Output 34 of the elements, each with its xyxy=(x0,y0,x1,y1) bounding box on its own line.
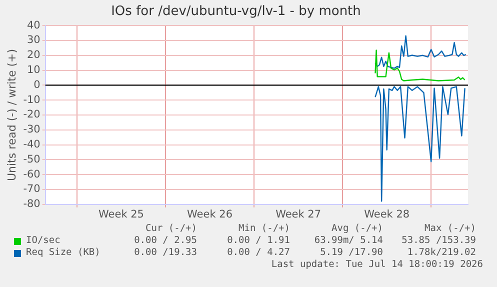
chart-title: IOs for /dev/ubuntu-vg/lv-1 - by month xyxy=(111,4,361,20)
y-tick-label: 20 xyxy=(26,49,40,62)
text: 0.00 / 4.27 xyxy=(227,247,290,258)
x-tick-label: Week 28 xyxy=(364,208,410,220)
y-tick-label: -70 xyxy=(23,183,40,196)
y-tick-label: 0 xyxy=(34,78,40,91)
y-tick-label: 30 xyxy=(26,34,40,46)
legend-label: Req Size (KB) xyxy=(26,247,100,258)
text: 0.00 / 1.91 xyxy=(227,235,290,246)
text: 0.00 /19.33 xyxy=(134,247,197,258)
text: 0.00 / 2.95 xyxy=(134,235,197,246)
y-axis-title: Units read (-) / write (+) xyxy=(5,48,18,182)
text: 1.78k/219.02 xyxy=(407,247,476,258)
text: Min (-/+) xyxy=(238,223,290,234)
y-tick-label: -50 xyxy=(23,153,40,166)
text: Max (-/+) xyxy=(424,223,476,234)
legend-label: IO/sec xyxy=(26,235,60,246)
text: Avg (-/+) xyxy=(332,223,383,234)
y-tick-label: -40 xyxy=(23,138,40,151)
y-tick-label: -60 xyxy=(23,168,40,180)
text: Last update: Tue Jul 14 18:00:19 2026 xyxy=(271,259,483,270)
x-tick-label: Week 26 xyxy=(187,208,233,220)
text: 63.99m/ 5.14 xyxy=(314,235,383,246)
y-tick-label: -80 xyxy=(23,198,40,210)
y-tick-label: 40 xyxy=(26,19,40,32)
x-tick-label: Week 27 xyxy=(276,208,322,220)
text: 5.19 /17.90 xyxy=(320,247,383,258)
y-tick-label: -10 xyxy=(23,94,40,106)
y-tick-label: 10 xyxy=(26,64,40,76)
y-tick-label: -20 xyxy=(23,108,40,121)
text: 53.85 /153.39 xyxy=(402,235,476,246)
y-tick-label: -30 xyxy=(23,124,40,136)
text: Cur (-/+) xyxy=(146,223,197,234)
x-tick-label: Week 25 xyxy=(98,208,144,220)
